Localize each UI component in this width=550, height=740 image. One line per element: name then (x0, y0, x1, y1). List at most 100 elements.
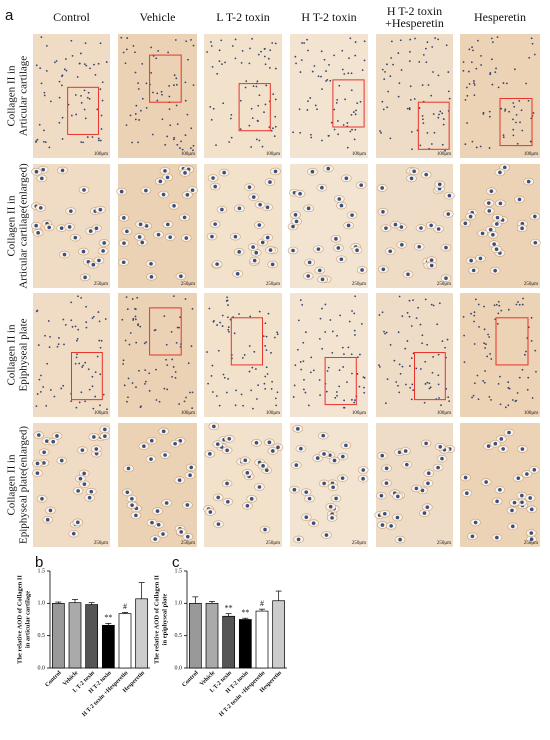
nucleus (470, 312, 472, 315)
nucleus (420, 488, 425, 493)
nucleus (62, 318, 65, 321)
nucleus (156, 522, 161, 527)
nucleus (389, 344, 392, 346)
nucleus (218, 49, 221, 52)
nucleus (408, 315, 411, 318)
micrograph: 250μm (376, 164, 455, 288)
nucleus (526, 388, 529, 391)
nucleus (330, 121, 333, 124)
nucleus (186, 534, 190, 539)
nucleus (249, 315, 252, 318)
micrograph: 100μm (204, 34, 282, 158)
nucleus (179, 147, 181, 149)
nucleus (324, 533, 329, 537)
nucleus (334, 396, 337, 399)
nucleus (360, 268, 364, 272)
nucleus (123, 384, 126, 387)
nucleus (264, 63, 267, 66)
nucleus (87, 91, 90, 94)
nucleus (299, 131, 302, 134)
nucleus (262, 335, 265, 338)
nucleus (339, 257, 344, 262)
nucleus (513, 105, 516, 108)
nucleus (490, 58, 493, 61)
nucleus (192, 44, 195, 47)
nucleus (216, 72, 219, 75)
scale-bar: 250μm (437, 282, 451, 287)
nucleus (218, 60, 221, 63)
nucleus (397, 95, 400, 98)
nucleus (333, 54, 336, 57)
nucleus (46, 362, 49, 365)
nucleus (227, 304, 229, 306)
nucleus (489, 353, 492, 355)
nucleus (83, 108, 86, 111)
nucleus (222, 102, 225, 105)
nucleus (45, 404, 48, 407)
nucleus (85, 326, 88, 329)
nucleus (150, 46, 153, 49)
nucleus (468, 83, 471, 85)
nucleus (384, 226, 388, 230)
nucleus (189, 465, 194, 470)
nucleus (412, 169, 416, 174)
nucleus (533, 240, 538, 245)
scale-bar: 250μm (266, 282, 280, 287)
nucleus (414, 37, 416, 40)
nucleus (325, 70, 327, 72)
nucleus (480, 54, 482, 57)
nucleus (175, 83, 178, 86)
nucleus (62, 252, 67, 257)
nucleus (54, 61, 56, 64)
nucleus (129, 332, 132, 334)
nucleus (397, 384, 399, 387)
nucleus (326, 166, 331, 171)
nucleus (76, 489, 80, 493)
nucleus (295, 62, 297, 65)
y-axis-label: The relative AOD of Collagen II (153, 575, 160, 664)
nucleus (299, 299, 302, 302)
micrograph: 250μm (203, 422, 284, 547)
nucleus (69, 209, 73, 213)
nucleus (226, 296, 228, 299)
nucleus (38, 378, 41, 381)
nucleus (192, 84, 195, 87)
nucleus (528, 56, 531, 59)
nucleus (79, 52, 82, 55)
nucleus (484, 343, 487, 346)
nucleus (381, 68, 384, 71)
nucleus (212, 320, 215, 323)
micrograph: 250μm (116, 164, 198, 288)
nucleus (487, 333, 489, 336)
nucleus (251, 245, 255, 249)
nucleus (532, 112, 535, 114)
nucleus (257, 223, 262, 227)
nucleus (502, 134, 505, 137)
nucleus (507, 404, 510, 407)
nucleus (389, 524, 393, 528)
nucleus (126, 308, 129, 311)
nucleus (417, 244, 421, 249)
nucleus (478, 325, 480, 328)
nucleus (473, 320, 475, 323)
nucleus (161, 532, 165, 536)
nucleus (300, 59, 303, 62)
nucleus (525, 350, 527, 353)
nucleus (97, 139, 100, 142)
nucleus (166, 222, 170, 227)
nucleus (393, 222, 398, 227)
nucleus (493, 304, 496, 307)
nucleus (82, 188, 86, 192)
nucleus (82, 471, 86, 476)
nucleus (417, 306, 420, 309)
nucleus (480, 231, 485, 236)
nucleus (447, 90, 450, 93)
nucleus (359, 353, 361, 356)
nucleus (144, 188, 148, 193)
nucleus (388, 249, 393, 254)
nucleus (419, 144, 422, 147)
nucleus (41, 167, 45, 172)
nucleus (144, 380, 147, 383)
nucleus (428, 382, 431, 385)
nucleus (64, 324, 67, 326)
